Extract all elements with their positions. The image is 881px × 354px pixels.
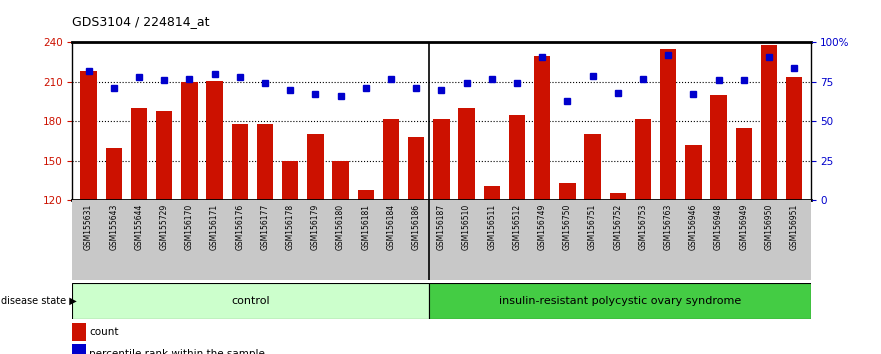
Text: GSM156187: GSM156187 bbox=[437, 204, 446, 250]
Text: control: control bbox=[231, 296, 270, 306]
Bar bbox=[156, 111, 173, 200]
Bar bbox=[509, 115, 525, 200]
Bar bbox=[232, 124, 248, 200]
Text: GSM156186: GSM156186 bbox=[411, 204, 421, 250]
Text: GSM156751: GSM156751 bbox=[588, 204, 597, 250]
Bar bbox=[307, 135, 323, 200]
Text: GSM156750: GSM156750 bbox=[563, 204, 572, 250]
Bar bbox=[130, 108, 147, 200]
Bar bbox=[383, 119, 399, 200]
Bar bbox=[257, 124, 273, 200]
Bar bbox=[72, 283, 429, 319]
Text: GSM156950: GSM156950 bbox=[765, 204, 774, 250]
Text: GSM155643: GSM155643 bbox=[109, 204, 118, 250]
Bar bbox=[408, 137, 425, 200]
Bar bbox=[80, 72, 97, 200]
Bar bbox=[358, 189, 374, 200]
Bar bbox=[458, 108, 475, 200]
Bar bbox=[559, 183, 575, 200]
Text: GSM156179: GSM156179 bbox=[311, 204, 320, 250]
Text: GSM155729: GSM155729 bbox=[159, 204, 169, 250]
Text: GSM156763: GSM156763 bbox=[663, 204, 673, 250]
Text: GSM156180: GSM156180 bbox=[336, 204, 345, 250]
Bar bbox=[710, 95, 727, 200]
Bar bbox=[660, 49, 677, 200]
Text: count: count bbox=[89, 327, 119, 337]
Bar bbox=[72, 344, 85, 354]
Text: GSM155631: GSM155631 bbox=[84, 204, 93, 250]
Text: GSM156510: GSM156510 bbox=[462, 204, 471, 250]
Bar bbox=[635, 119, 651, 200]
Bar bbox=[685, 145, 701, 200]
Text: GSM156181: GSM156181 bbox=[361, 204, 370, 250]
Bar bbox=[484, 185, 500, 200]
Text: disease state ▶: disease state ▶ bbox=[1, 296, 77, 306]
Text: GSM156946: GSM156946 bbox=[689, 204, 698, 250]
Bar bbox=[282, 161, 299, 200]
Text: GSM156753: GSM156753 bbox=[639, 204, 648, 250]
Bar bbox=[786, 76, 803, 200]
Text: GDS3104 / 224814_at: GDS3104 / 224814_at bbox=[72, 15, 210, 28]
Text: GSM156512: GSM156512 bbox=[513, 204, 522, 250]
Text: GSM156184: GSM156184 bbox=[387, 204, 396, 250]
Bar bbox=[761, 45, 777, 200]
Text: insulin-resistant polycystic ovary syndrome: insulin-resistant polycystic ovary syndr… bbox=[499, 296, 741, 306]
Bar bbox=[72, 323, 85, 341]
Bar bbox=[534, 56, 551, 200]
Text: GSM156176: GSM156176 bbox=[235, 204, 244, 250]
Bar bbox=[610, 193, 626, 200]
Bar bbox=[429, 283, 811, 319]
Text: GSM156178: GSM156178 bbox=[285, 204, 295, 250]
Text: GSM156177: GSM156177 bbox=[261, 204, 270, 250]
Text: GSM156951: GSM156951 bbox=[789, 204, 799, 250]
Text: GSM156511: GSM156511 bbox=[487, 204, 496, 250]
Text: GSM156170: GSM156170 bbox=[185, 204, 194, 250]
Bar bbox=[206, 81, 223, 200]
Bar bbox=[433, 119, 449, 200]
Bar bbox=[736, 128, 752, 200]
Text: GSM156749: GSM156749 bbox=[537, 204, 547, 250]
Bar bbox=[584, 135, 601, 200]
Bar bbox=[106, 148, 122, 200]
Bar bbox=[181, 82, 197, 200]
Text: GSM155644: GSM155644 bbox=[135, 204, 144, 250]
Text: percentile rank within the sample: percentile rank within the sample bbox=[89, 349, 265, 354]
Text: GSM156948: GSM156948 bbox=[714, 204, 723, 250]
Bar bbox=[332, 161, 349, 200]
Text: GSM156752: GSM156752 bbox=[613, 204, 622, 250]
Text: GSM156949: GSM156949 bbox=[739, 204, 748, 250]
Text: GSM156171: GSM156171 bbox=[210, 204, 219, 250]
